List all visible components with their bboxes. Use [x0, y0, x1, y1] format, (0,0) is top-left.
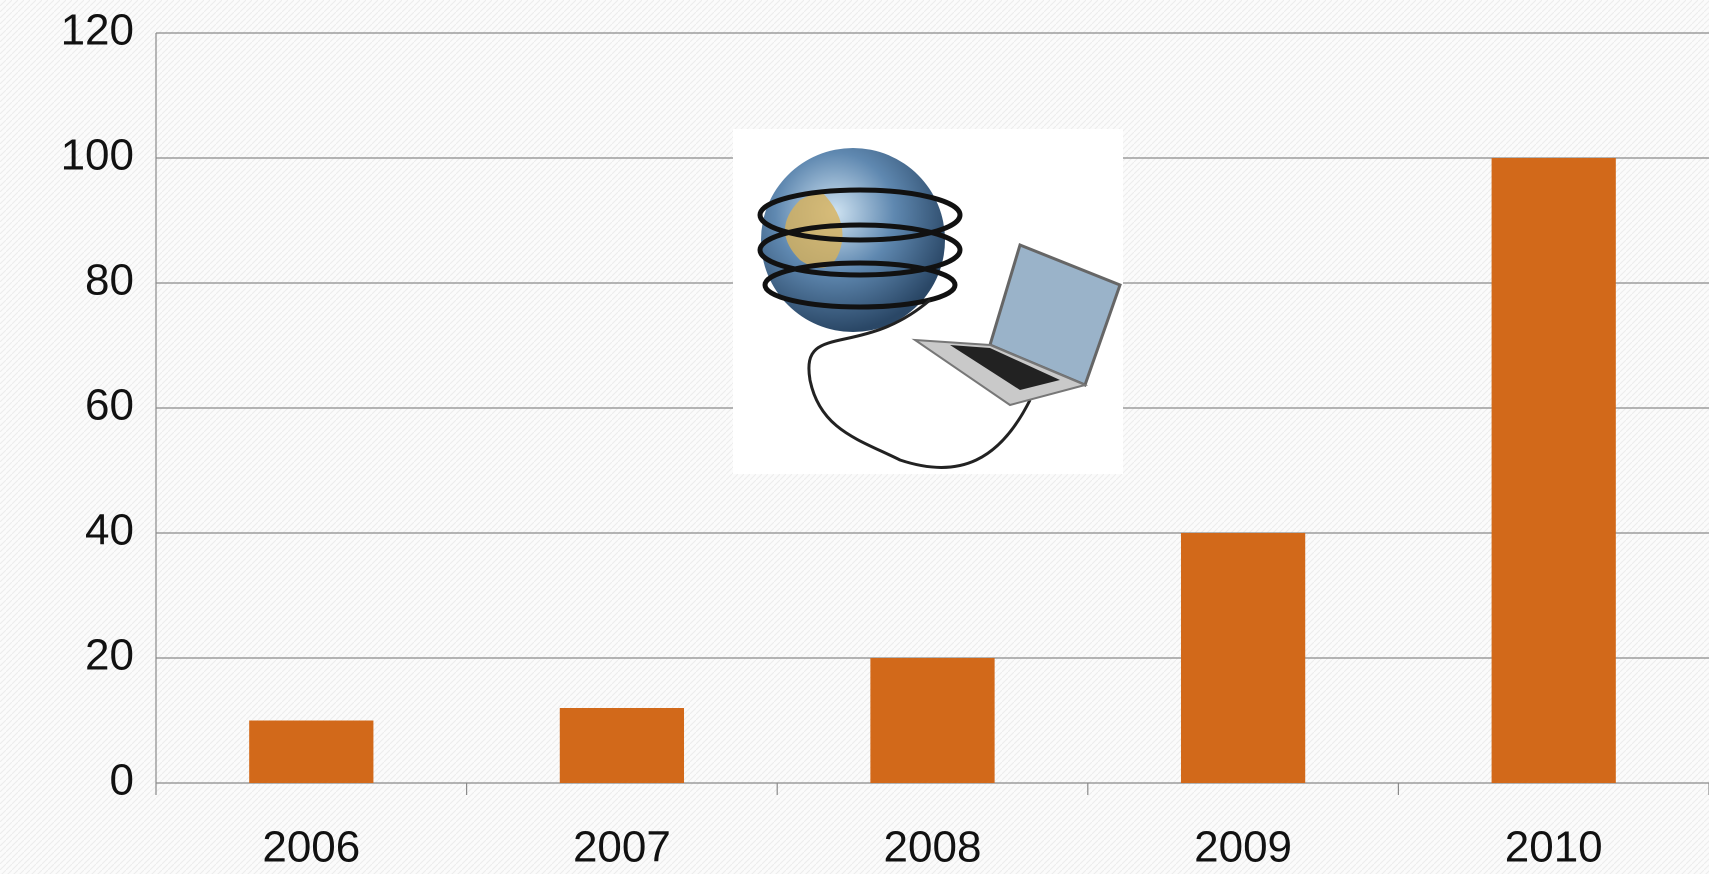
y-tick-label: 80 — [85, 256, 134, 305]
y-tick-label: 40 — [85, 506, 134, 555]
cable — [757, 187, 963, 243]
y-tick-label: 60 — [85, 381, 134, 430]
y-tick-label: 120 — [61, 6, 134, 55]
bar — [559, 708, 685, 783]
x-tick-label: 2007 — [573, 823, 671, 872]
illustration — [733, 129, 1123, 474]
plot-area: 0 20 40 60 80 100 120 2006 2007 2008 2009 2010 — [61, 6, 1709, 872]
bar — [1180, 533, 1306, 783]
bar — [1491, 158, 1616, 783]
y-tick-label: 20 — [85, 631, 134, 680]
x-tick-label: 2009 — [1194, 823, 1292, 872]
x-tick-label: 2006 — [262, 823, 360, 872]
x-tick-label: 2008 — [884, 823, 982, 872]
y-tick-label: 100 — [61, 131, 134, 180]
y-tick-label: 0 — [110, 756, 134, 805]
cable — [757, 222, 963, 278]
cable — [807, 298, 1032, 469]
bar — [249, 720, 374, 783]
bar — [870, 658, 995, 783]
cable — [762, 260, 958, 310]
laptop-keyboard — [950, 345, 1060, 390]
x-tick-label: 2010 — [1505, 823, 1603, 872]
